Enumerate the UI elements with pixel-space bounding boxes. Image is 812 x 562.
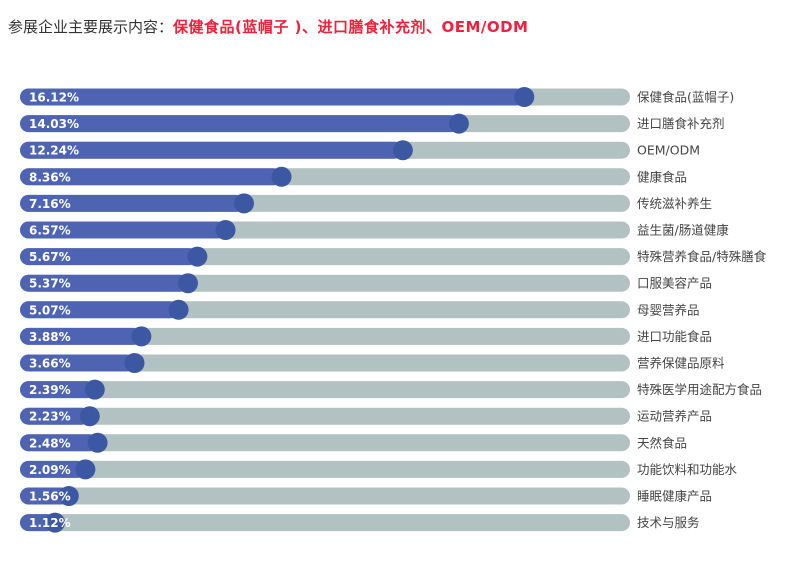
bar-end-knob bbox=[131, 326, 152, 347]
bar bbox=[20, 301, 179, 319]
data-label: 7.16% bbox=[29, 197, 71, 211]
bar bbox=[20, 221, 226, 239]
data-label: 16.12% bbox=[29, 91, 79, 105]
bar bbox=[20, 327, 142, 345]
page-header: 参展企业主要展示内容： 保健食品(蓝帽子 )、进口膳食补充剂、OEM/ODM bbox=[8, 12, 528, 40]
data-label: 5.67% bbox=[29, 250, 71, 264]
category-label: 功能饮料和功能水 bbox=[637, 462, 738, 477]
bar bbox=[20, 434, 98, 452]
bar-end-knob bbox=[45, 512, 66, 533]
bar-end-knob bbox=[392, 140, 413, 161]
bar bbox=[20, 407, 90, 425]
bar-track bbox=[20, 487, 630, 505]
data-label: 2.48% bbox=[29, 436, 71, 450]
category-label: 进口功能食品 bbox=[637, 329, 712, 344]
category-label: 特殊医学用途配方食品 bbox=[637, 382, 762, 397]
header-prefix: 参展企业主要展示内容： bbox=[8, 17, 174, 36]
data-label: 3.66% bbox=[29, 357, 71, 371]
category-label: 保健食品(蓝帽子) bbox=[637, 90, 734, 105]
category-label: 传统滋补养生 bbox=[637, 196, 712, 211]
data-label: 1.12% bbox=[29, 516, 71, 530]
category-label: 益生菌/肠道健康 bbox=[637, 223, 729, 238]
bar-end-knob bbox=[271, 166, 292, 187]
bar-track bbox=[20, 434, 630, 452]
data-label: 1.56% bbox=[29, 490, 71, 504]
bar-track bbox=[20, 327, 630, 345]
bar bbox=[20, 354, 135, 372]
bar bbox=[20, 141, 403, 159]
bar-end-knob bbox=[124, 353, 145, 373]
category-label: 技术与服务 bbox=[637, 515, 700, 530]
category-label: 进口膳食补充剂 bbox=[637, 116, 725, 131]
category-label: 健康食品 bbox=[637, 169, 687, 184]
data-label: 5.37% bbox=[29, 277, 71, 291]
bar-end-knob bbox=[58, 486, 79, 506]
category-label: 天然食品 bbox=[637, 435, 687, 450]
bar bbox=[20, 460, 86, 478]
bar-end-knob bbox=[87, 432, 108, 453]
category-label: 特殊营养食品/特殊膳食 bbox=[637, 249, 767, 264]
data-label: 8.36% bbox=[29, 170, 71, 184]
category-label: 运动营养产品 bbox=[637, 409, 712, 424]
bar-end-knob bbox=[79, 406, 100, 427]
bar bbox=[20, 274, 188, 292]
bar bbox=[20, 194, 244, 212]
category-label: 营养保健品原料 bbox=[637, 356, 725, 371]
data-label: 14.03% bbox=[29, 117, 79, 131]
bar-track bbox=[20, 407, 630, 425]
category-label: 母婴营养品 bbox=[637, 302, 700, 317]
bar-end-knob bbox=[215, 220, 236, 240]
data-label: 2.39% bbox=[29, 383, 71, 397]
data-label: 2.23% bbox=[29, 410, 71, 424]
category-label: 睡眠健康产品 bbox=[637, 489, 712, 504]
bar-end-knob bbox=[187, 246, 208, 267]
bar-end-knob bbox=[448, 113, 469, 134]
bar-end-knob bbox=[514, 87, 535, 107]
bar-track bbox=[20, 514, 630, 532]
bar-track bbox=[20, 460, 630, 478]
bar-end-knob bbox=[233, 193, 254, 214]
bar-end-knob bbox=[75, 459, 96, 480]
bar bbox=[20, 115, 459, 133]
bar-end-knob bbox=[168, 299, 189, 320]
data-label: 2.09% bbox=[29, 463, 71, 477]
bar-track bbox=[20, 381, 630, 399]
bar-end-knob bbox=[177, 273, 198, 294]
data-label: 12.24% bbox=[29, 144, 79, 158]
bar bbox=[20, 487, 69, 505]
bar-track bbox=[20, 354, 630, 372]
bar bbox=[20, 168, 282, 186]
category-label: OEM/ODM bbox=[637, 143, 700, 158]
header-highlight: 保健食品(蓝帽子 )、进口膳食补充剂、OEM/ODM bbox=[173, 17, 529, 36]
data-label: 3.88% bbox=[29, 330, 71, 344]
data-label: 6.57% bbox=[29, 224, 71, 238]
bar bbox=[20, 381, 95, 399]
bar-end-knob bbox=[84, 379, 105, 400]
data-label: 5.07% bbox=[29, 303, 71, 317]
bar bbox=[20, 248, 198, 266]
bar bbox=[20, 88, 525, 106]
category-label: 口服美容产品 bbox=[637, 276, 712, 291]
